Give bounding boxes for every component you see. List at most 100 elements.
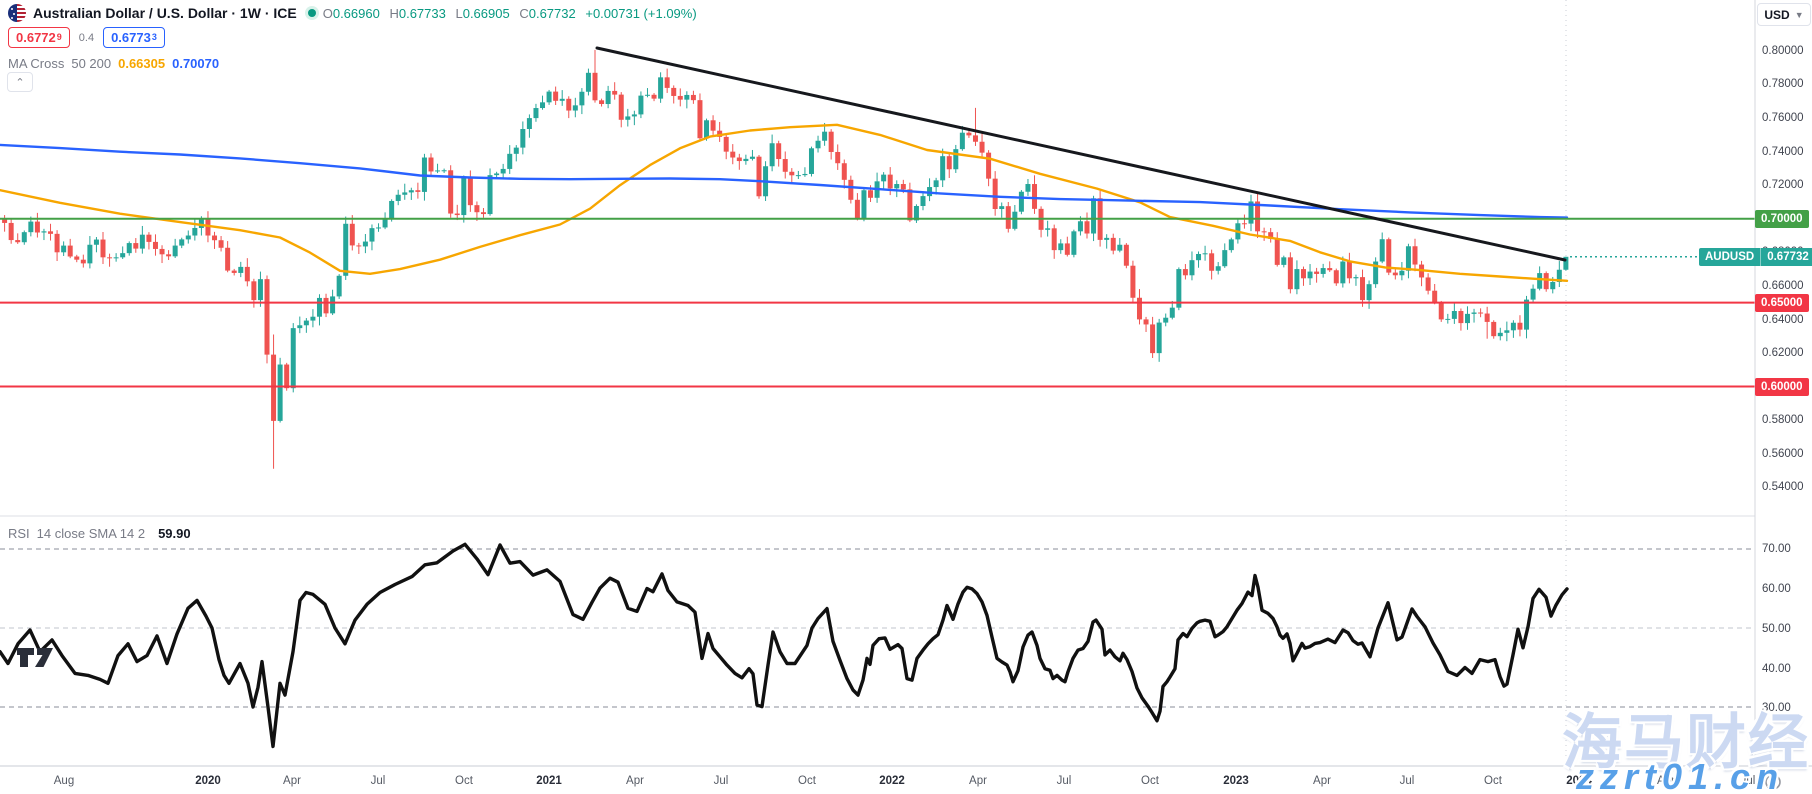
candle-body: [1268, 232, 1274, 239]
candle-body: [1491, 321, 1497, 337]
candle-body: [415, 190, 421, 192]
candle-body: [120, 253, 126, 258]
time-axis-label: Oct: [455, 775, 473, 787]
candle-body: [1228, 239, 1234, 251]
candle-body: [1537, 273, 1543, 289]
legend-collapse-button[interactable]: ⌃: [7, 72, 33, 92]
candle-body: [526, 118, 532, 130]
candle-body: [1314, 271, 1320, 274]
candle-body: [316, 297, 322, 317]
candle-body: [789, 171, 795, 176]
rsi-axis-label: 30.00: [1762, 702, 1791, 714]
candle-body: [605, 90, 611, 105]
candle-body: [776, 143, 782, 160]
time-axis[interactable]: [0, 766, 1812, 794]
candle-body: [507, 153, 513, 169]
candle-body: [54, 233, 60, 253]
candle-body: [74, 256, 80, 260]
candle-body: [1071, 231, 1077, 255]
sma50-line[interactable]: [0, 123, 1569, 282]
candle-body: [1550, 281, 1556, 290]
sell-button[interactable]: 0.6772 9: [8, 27, 70, 48]
candle-body: [428, 157, 434, 172]
candle-body: [336, 275, 342, 297]
symbol-title[interactable]: Australian Dollar / U.S. Dollar · 1W · I…: [33, 5, 297, 21]
candle-body: [920, 196, 926, 207]
candle-body: [1478, 312, 1484, 314]
currency-unit-button[interactable]: USD ▼: [1757, 3, 1811, 26]
candle-body: [1287, 257, 1293, 290]
tradingview-logo[interactable]: [15, 645, 77, 669]
price-level-badge-070: 0.70000: [1755, 210, 1809, 228]
candle-body: [769, 143, 775, 167]
time-axis-label: Apr: [283, 775, 301, 787]
candle-body: [638, 95, 644, 115]
candle-body: [323, 297, 329, 314]
candle-body: [612, 90, 618, 95]
candle-body: [172, 245, 178, 257]
time-axis-label: 2022: [879, 775, 905, 787]
candle-body: [848, 179, 854, 200]
buy-button[interactable]: 0.6773 3: [103, 27, 165, 48]
candle-body: [979, 141, 985, 153]
candle-body: [1484, 313, 1490, 322]
audusd-flag-icon: [8, 4, 26, 22]
candle-body: [343, 223, 349, 276]
time-axis-label: Oct: [798, 775, 816, 787]
candle-body: [389, 200, 395, 220]
candle-body: [540, 102, 546, 109]
candle-body: [1543, 273, 1549, 290]
candle-body: [520, 129, 526, 148]
candle-body: [1556, 269, 1562, 282]
candle-body: [271, 354, 277, 421]
candle-body: [802, 173, 808, 176]
indicator-name: MA Cross: [8, 56, 65, 71]
symbol-legend-row[interactable]: Australian Dollar / U.S. Dollar · 1W · I…: [8, 3, 697, 23]
spread-value: 0.4: [78, 31, 95, 44]
clock-icon[interactable]: [1763, 772, 1783, 792]
candle-body: [1392, 272, 1398, 276]
candle-body: [1464, 313, 1470, 324]
sma200-line[interactable]: [0, 143, 1569, 219]
candle-body: [933, 180, 939, 188]
candle-body: [41, 231, 47, 233]
candle-body: [1117, 244, 1123, 251]
candle-body: [87, 244, 93, 264]
candle-body: [126, 243, 132, 254]
time-axis-label: Apr: [969, 775, 987, 787]
candle-body: [1432, 290, 1438, 303]
candle-body: [1386, 239, 1392, 273]
candle-body: [1300, 269, 1306, 279]
time-axis-label: 2021: [536, 775, 562, 787]
candle-body: [133, 243, 139, 249]
candle-body: [448, 170, 454, 214]
candle-body: [80, 259, 86, 264]
candle-body: [1241, 223, 1247, 225]
descending-trendline[interactable]: [595, 46, 1567, 262]
candle-body: [1471, 312, 1477, 314]
time-axis-label: 2023: [1223, 775, 1249, 787]
rsi-legend[interactable]: RSI 14 close SMA 14 2 59.90: [8, 525, 191, 542]
market-status-icon[interactable]: [307, 9, 316, 17]
candle-body: [940, 156, 946, 181]
candle-body: [1281, 257, 1287, 265]
price-axis-label: 0.76000: [1762, 112, 1804, 124]
chevron-up-icon: ⌃: [15, 76, 25, 89]
ma-cross-legend[interactable]: MA Cross 50 200 0.66305 0.70070: [8, 55, 219, 72]
candle-body: [704, 120, 710, 139]
rsi-value: 59.90: [158, 526, 191, 541]
candle-body: [225, 247, 231, 271]
candle-body: [1333, 270, 1339, 284]
candle-body: [894, 184, 900, 189]
candle-body: [330, 296, 336, 314]
ohlc-values: O0.66960 H0.67733 L0.66905 C0.67732 +0.0…: [322, 5, 697, 21]
candle-body: [900, 184, 906, 190]
rsi-line: [0, 542, 1569, 749]
candle-body: [303, 320, 309, 326]
candle-body: [480, 212, 486, 215]
candle-body: [1005, 206, 1011, 229]
price-level-badge-065: 0.65000: [1755, 294, 1809, 312]
candle-body: [1018, 191, 1024, 212]
